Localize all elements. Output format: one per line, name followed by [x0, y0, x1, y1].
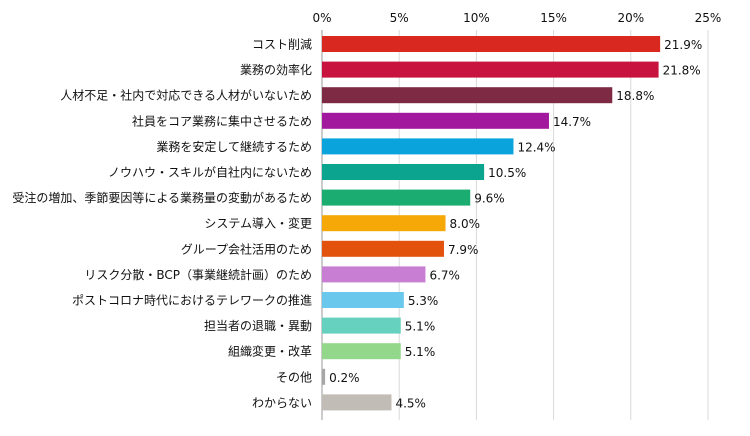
- value-label: 9.6%: [474, 192, 505, 206]
- value-label: 4.5%: [395, 396, 426, 410]
- value-label: 6.7%: [429, 268, 460, 282]
- x-tick-label: 15%: [540, 11, 567, 25]
- value-label: 5.1%: [405, 345, 436, 359]
- category-label: わからない: [252, 396, 312, 410]
- x-tick-label: 25%: [695, 11, 722, 25]
- value-label: 0.2%: [329, 371, 360, 385]
- bar: [322, 189, 471, 206]
- value-label: 10.5%: [488, 166, 526, 180]
- category-label: コスト削減: [252, 37, 312, 52]
- category-label: グループ会社活用のため: [181, 241, 312, 256]
- category-label: ポストコロナ時代におけるテレワークの推進: [72, 294, 312, 308]
- bar: [322, 215, 446, 232]
- category-label: 業務を安定して継続するため: [156, 139, 312, 154]
- category-label: 業務の効率化: [240, 62, 312, 77]
- bar: [322, 61, 659, 78]
- category-label: 受注の増加、季節要因等による業務量の変動があるため: [12, 190, 312, 205]
- bar: [322, 292, 404, 308]
- category-label: 社員をコア業務に集中させるため: [132, 113, 312, 128]
- category-label: 人材不足・社内で対応できる人材がいないため: [60, 88, 312, 103]
- value-label: 7.9%: [448, 243, 479, 257]
- category-labels: コスト削減業務の効率化人材不足・社内で対応できる人材がいないため社員をコア業務に…: [12, 37, 312, 410]
- bar: [322, 368, 326, 385]
- bar: [322, 164, 485, 180]
- value-label: 21.9%: [664, 38, 702, 52]
- bar: [322, 266, 426, 283]
- category-label: 担当者の退職・異動: [204, 319, 312, 333]
- category-label: 組織変更・改革: [228, 344, 312, 359]
- bars: [322, 36, 661, 411]
- x-tick-label: 20%: [617, 11, 644, 25]
- category-label: ノウハウ・スキルが自社内にないため: [108, 165, 312, 180]
- value-label: 8.0%: [450, 217, 481, 231]
- bar: [322, 240, 444, 257]
- value-label: 5.3%: [408, 294, 439, 308]
- value-label: 18.8%: [616, 89, 654, 103]
- bar: [322, 138, 514, 155]
- x-tick-label: 10%: [463, 11, 490, 25]
- value-labels: 21.9% 21.8% 18.8% 14.7% 12.4% 10.5% 9.6% 8.0% 7.…: [329, 38, 702, 410]
- category-label: その他: [276, 370, 312, 384]
- bar: [322, 87, 613, 104]
- bar: [322, 343, 401, 360]
- bar: [322, 112, 549, 129]
- category-label: リスク分散・BCP（事業継続計画）のため: [84, 267, 312, 282]
- category-label: システム導入・変更: [204, 216, 312, 231]
- value-label: 14.7%: [553, 115, 591, 129]
- x-axis-ticks: 0% 5% 10% 15% 20% 25%: [312, 11, 721, 25]
- value-label: 12.4%: [517, 140, 555, 154]
- bar: [322, 394, 392, 411]
- x-tick-label: 5%: [390, 11, 409, 25]
- bar: [322, 36, 661, 52]
- value-label: 21.8%: [663, 64, 701, 78]
- value-label: 5.1%: [405, 320, 436, 334]
- x-tick-label: 0%: [312, 11, 331, 25]
- bar: [322, 317, 401, 334]
